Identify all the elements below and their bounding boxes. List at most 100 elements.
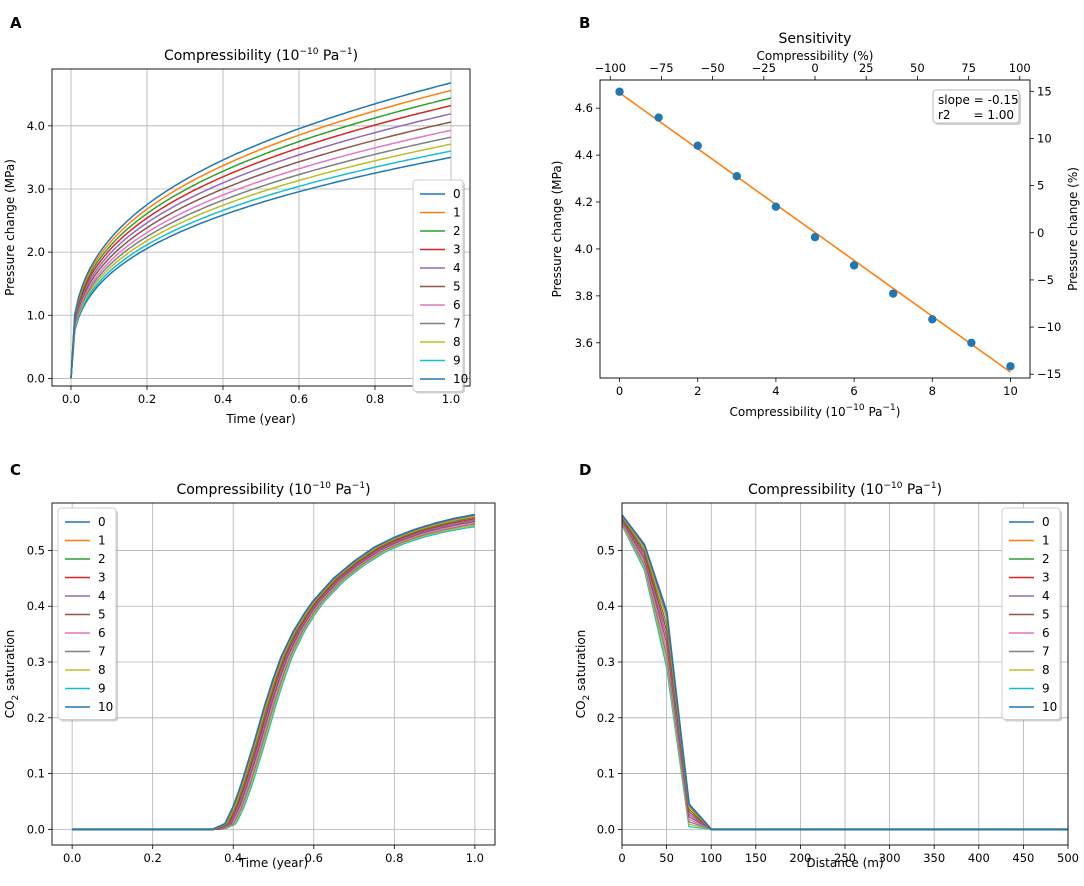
panel-d-title-part: −10 xyxy=(883,481,902,491)
panel-d-legend-label-7: 7 xyxy=(1042,645,1050,659)
y-tick-label: 2.0 xyxy=(27,245,45,259)
axes-frame xyxy=(599,79,1031,379)
y-tick-label: 4.0 xyxy=(27,119,45,133)
panel-c-legend-label-4: 4 xyxy=(98,589,106,603)
data-point xyxy=(967,338,976,348)
series-line-8 xyxy=(70,143,452,379)
x-tick-label: 50 xyxy=(659,851,674,865)
right-tick-label: −15 xyxy=(1037,367,1061,381)
series-line-4 xyxy=(70,113,452,379)
x-tick-label: 0.4 xyxy=(214,392,232,406)
panel-d-title: Compressibility (10−10 Pa−1) xyxy=(748,481,942,498)
x-tick-label: 0.0 xyxy=(63,851,81,865)
x-tick-label: 6 xyxy=(850,384,857,398)
x-tick-label: 1.0 xyxy=(442,392,460,406)
top-tick-label: −25 xyxy=(752,61,776,75)
panel-c-title-part: Pa xyxy=(331,482,352,498)
x-tick-label: 300 xyxy=(879,851,901,865)
data-point xyxy=(1006,362,1015,371)
panel-a-title: Compressibility (10−10 Pa−1) xyxy=(164,47,358,64)
series-line-2 xyxy=(70,97,452,379)
panel-d-ylabel: CO2 saturation xyxy=(574,630,592,719)
panel-d-legend-label-4: 4 xyxy=(1042,589,1050,603)
x-tick-label: 1.0 xyxy=(466,851,484,865)
y-tick-label: 0.5 xyxy=(597,543,615,557)
y-tick-label: 0.0 xyxy=(597,822,615,836)
y-tick-label: 3.0 xyxy=(27,182,45,196)
x-tick-label: 450 xyxy=(1012,851,1034,865)
series-line-1 xyxy=(70,89,452,379)
panel-a-legend-label-6: 6 xyxy=(453,298,461,312)
panel-c-xlabel: Time (year) xyxy=(238,856,308,870)
x-tick-label: 0.4 xyxy=(224,851,242,865)
series-line-4 xyxy=(72,519,476,831)
x-tick-label: 400 xyxy=(968,851,990,865)
series-line-0 xyxy=(72,514,476,831)
top-tick-label: −100 xyxy=(594,61,626,75)
panel-a-legend-label-3: 3 xyxy=(453,243,461,257)
panel-c-ylabel-part: saturation xyxy=(3,630,17,695)
series-line-6 xyxy=(70,129,452,379)
y-tick-label: 0.4 xyxy=(597,599,615,613)
panel-d-ylabel-part: saturation xyxy=(574,630,588,695)
panel-label-D: D xyxy=(579,461,591,479)
right-tick-label: −5 xyxy=(1037,273,1054,287)
panel-c-legend-label-3: 3 xyxy=(98,571,106,585)
panel-b-top-xlabel: Compressibility (%) xyxy=(757,49,874,63)
panel-b-xlabel-part: −1 xyxy=(883,403,896,413)
x-tick-label: 150 xyxy=(745,851,767,865)
panel-c: 0.0 0.2 0.4 0.6 0.8 1.0 0.0 0.1 0.2 0.3 0.4 0.5 Comp… xyxy=(3,481,496,870)
y-tick-label: 0.2 xyxy=(597,711,615,725)
series-line-0 xyxy=(622,514,1068,831)
x-tick-label: 200 xyxy=(789,851,811,865)
panel-a-legend-label-9: 9 xyxy=(453,354,461,368)
y-tick-label: 0.0 xyxy=(27,371,45,385)
panel-b-xlabel-part: Pa xyxy=(865,405,883,419)
panel-c-legend-label-10: 10 xyxy=(98,700,113,714)
series-line-3 xyxy=(70,104,452,379)
annotation-r2: r2 = 1.00 xyxy=(938,108,1014,122)
x-tick-label: 100 xyxy=(700,851,722,865)
panel-d-legend-label-2: 2 xyxy=(1042,552,1050,566)
panel-c-title-part: Compressibility (10 xyxy=(176,482,311,498)
panel-b-xlabel-part: Compressibility (10 xyxy=(730,405,846,419)
panel-a-legend-label-5: 5 xyxy=(453,280,461,294)
panel-c-legend-label-0: 0 xyxy=(98,515,106,529)
panel-a-legend-label-0: 0 xyxy=(453,187,461,201)
panel-d-legend-label-1: 1 xyxy=(1042,534,1050,548)
panel-d-title-part: Pa xyxy=(902,482,923,498)
right-tick-label: 10 xyxy=(1037,131,1052,145)
x-tick-label: 0 xyxy=(616,384,623,398)
panel-c-ylabel-part: 2 xyxy=(11,695,21,701)
y-tick-label: 0.3 xyxy=(597,655,615,669)
right-tick-label: 0 xyxy=(1037,226,1044,240)
top-tick-label: 75 xyxy=(961,61,976,75)
data-point xyxy=(693,141,702,150)
panel-c-legend-label-9: 9 xyxy=(98,682,106,696)
panel-c-legend-label-7: 7 xyxy=(98,645,106,659)
axes-frame xyxy=(621,502,1069,846)
data-point xyxy=(888,289,898,298)
panel-c-legend-label-2: 2 xyxy=(98,552,106,566)
x-tick-label: 0.8 xyxy=(366,392,384,406)
y-tick-label: 4.0 xyxy=(575,242,593,256)
panel-c-legend-label-5: 5 xyxy=(98,608,106,622)
panel-c-ylabel: CO2 saturation xyxy=(3,630,21,719)
x-tick-label: 8 xyxy=(929,384,936,398)
data-point xyxy=(849,261,859,270)
x-tick-label: 0 xyxy=(618,851,625,865)
panel-a-title-part: ) xyxy=(353,48,358,64)
top-tick-label: 0 xyxy=(811,61,818,75)
data-point xyxy=(810,233,820,242)
y-tick-label: 0.0 xyxy=(27,822,45,836)
panel-label-C: C xyxy=(10,461,21,479)
panel-label-B: B xyxy=(579,14,590,32)
panel-b-xlabel: Compressibility (10−10 Pa−1) xyxy=(730,403,901,419)
panel-d: 0 50 100 150 200 250 300 350 400 450 5000.00.10.20… xyxy=(574,481,1079,870)
panel-a: 0.0 0.2 0.4 0.6 0.8 1.0 0.0 1.0 2.0 3.0 4.0 Compres… xyxy=(3,47,471,426)
panel-c-title-part: −10 xyxy=(312,481,331,491)
panel-a-xlabel: Time (year) xyxy=(225,412,295,426)
series-line-7 xyxy=(70,136,452,379)
panel-c-title: Compressibility (10−10 Pa−1) xyxy=(176,481,370,498)
